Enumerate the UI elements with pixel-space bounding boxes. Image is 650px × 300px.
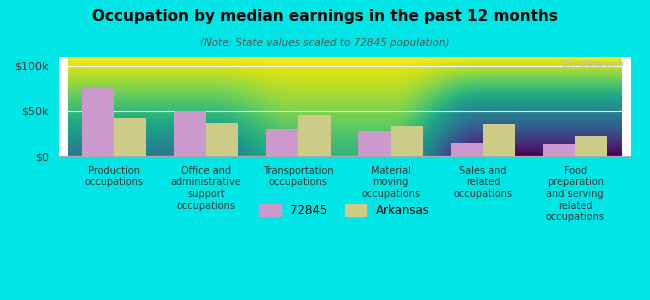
Bar <box>81 88 114 156</box>
Text: Occupation by median earnings in the past 12 months: Occupation by median earnings in the pas… <box>92 9 558 24</box>
Bar <box>575 136 608 156</box>
Bar <box>114 118 146 156</box>
Bar <box>450 142 483 156</box>
Bar <box>483 124 515 156</box>
Bar <box>391 126 423 156</box>
Legend: 72845, Arkansas: 72845, Arkansas <box>259 204 430 218</box>
Bar <box>206 123 239 156</box>
Bar <box>266 129 298 156</box>
Text: (Note: State values scaled to 72845 population): (Note: State values scaled to 72845 popu… <box>200 38 450 47</box>
Bar <box>174 111 206 156</box>
Bar <box>298 116 331 156</box>
Bar <box>543 144 575 156</box>
Text: City-Data.com: City-Data.com <box>561 60 625 69</box>
Bar <box>358 131 391 156</box>
